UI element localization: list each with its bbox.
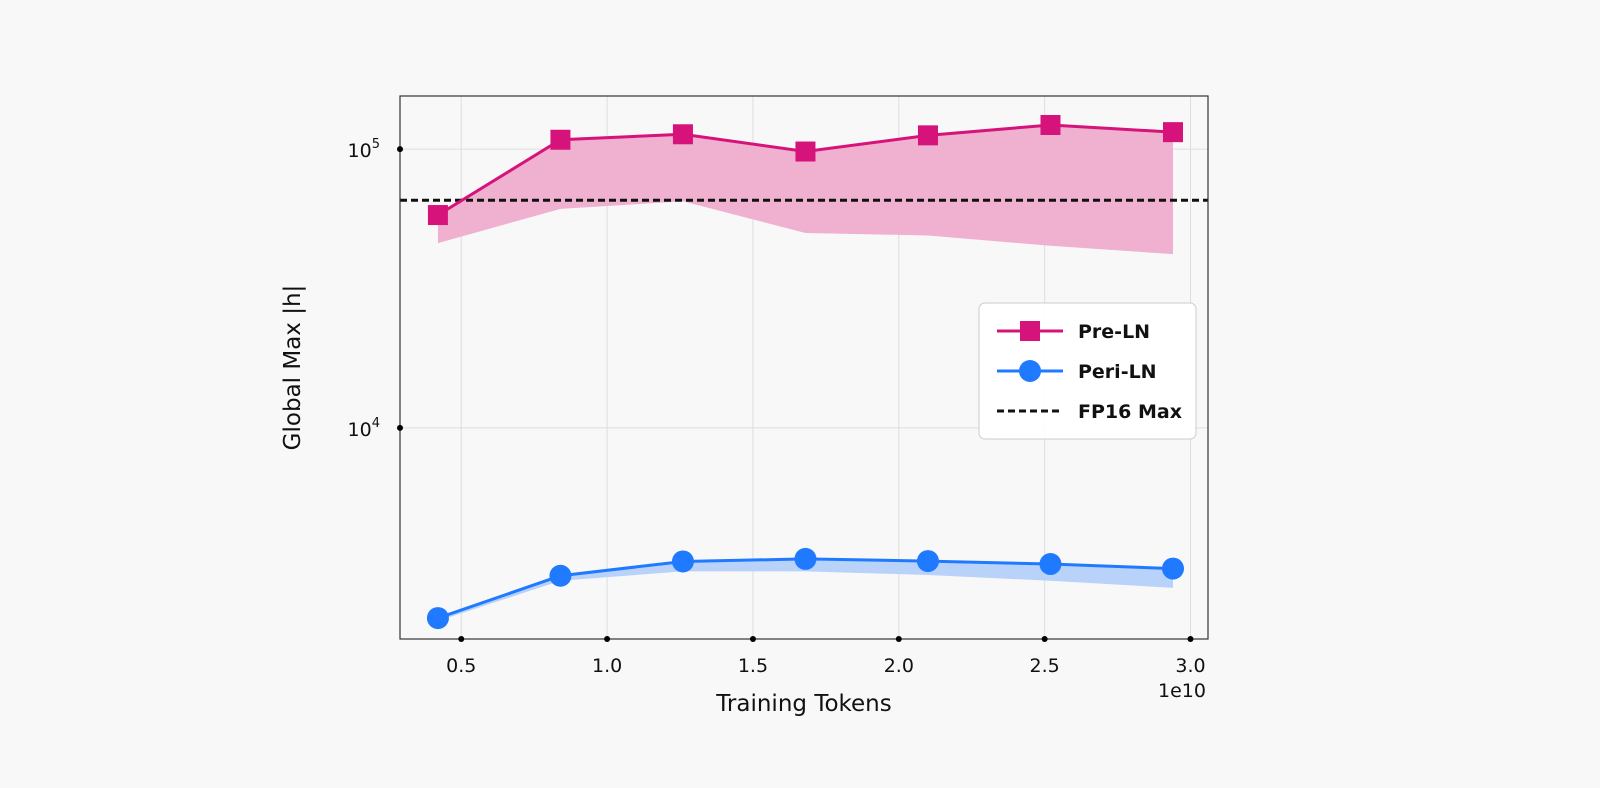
x-tick-label: 0.5 [446, 655, 476, 677]
legend-marker [1020, 321, 1040, 341]
confidence-bands [437, 124, 1173, 622]
legend: Pre-LN Peri-LN FP16 Max [978, 302, 1197, 440]
y-tick-label: 105 [348, 137, 380, 162]
y-tick-mark [397, 146, 403, 153]
x-axis-label: Training Tokens [715, 691, 892, 717]
pre-ln-point [550, 129, 571, 150]
legend-label: Pre-LN [1078, 321, 1150, 343]
y-tick-mark [397, 424, 403, 431]
legend-entry-fp16-max: FP16 Max [997, 401, 1182, 423]
y-axis-label: Global Max |h| [280, 285, 306, 451]
pre-ln-band [437, 124, 1173, 255]
x-tick-mark [604, 636, 611, 642]
peri-ln-point [1039, 553, 1062, 576]
x-tick-mark [1041, 636, 1048, 642]
legend-entry-peri-ln: Peri-LN [997, 360, 1157, 383]
x-tick-mark [458, 636, 465, 642]
pre-ln-point [427, 205, 448, 226]
pre-ln-point [1162, 122, 1183, 143]
peri-ln-point [426, 607, 449, 630]
pre-ln-point [917, 125, 938, 146]
pre-ln-point [1040, 114, 1061, 135]
x-tick-label: 1.5 [738, 655, 768, 677]
x-tick-mark [895, 636, 902, 642]
x-tick-mark [749, 636, 756, 642]
peri-ln-point [794, 547, 817, 570]
x-tick-label: 1.0 [592, 655, 622, 677]
axis-ticks: 0.5 1.0 1.5 2.0 2.5 3.0 104 105 [348, 137, 1206, 677]
x-tick-label: 2.0 [884, 655, 914, 677]
legend-entry-pre-ln: Pre-LN [997, 321, 1150, 343]
peri-ln-point [549, 564, 572, 587]
peri-ln-point [916, 550, 939, 573]
peri-ln-point [1161, 557, 1184, 580]
x-tick-label: 3.0 [1175, 655, 1205, 677]
legend-label: Peri-LN [1078, 361, 1157, 383]
peri-ln-band [437, 558, 1173, 622]
legend-label: FP16 Max [1078, 401, 1182, 423]
legend-marker [1019, 360, 1041, 382]
y-tick-label: 104 [348, 416, 380, 441]
x-tick-mark [1187, 636, 1194, 642]
x-axis-offset-label: 1e10 [1158, 680, 1206, 702]
plot-frame [399, 95, 1209, 640]
peri-ln-point [671, 550, 694, 573]
x-tick-label: 2.5 [1030, 655, 1060, 677]
pre-ln-point [672, 124, 693, 145]
pre-ln-point [795, 141, 816, 162]
series-markers [426, 114, 1184, 630]
